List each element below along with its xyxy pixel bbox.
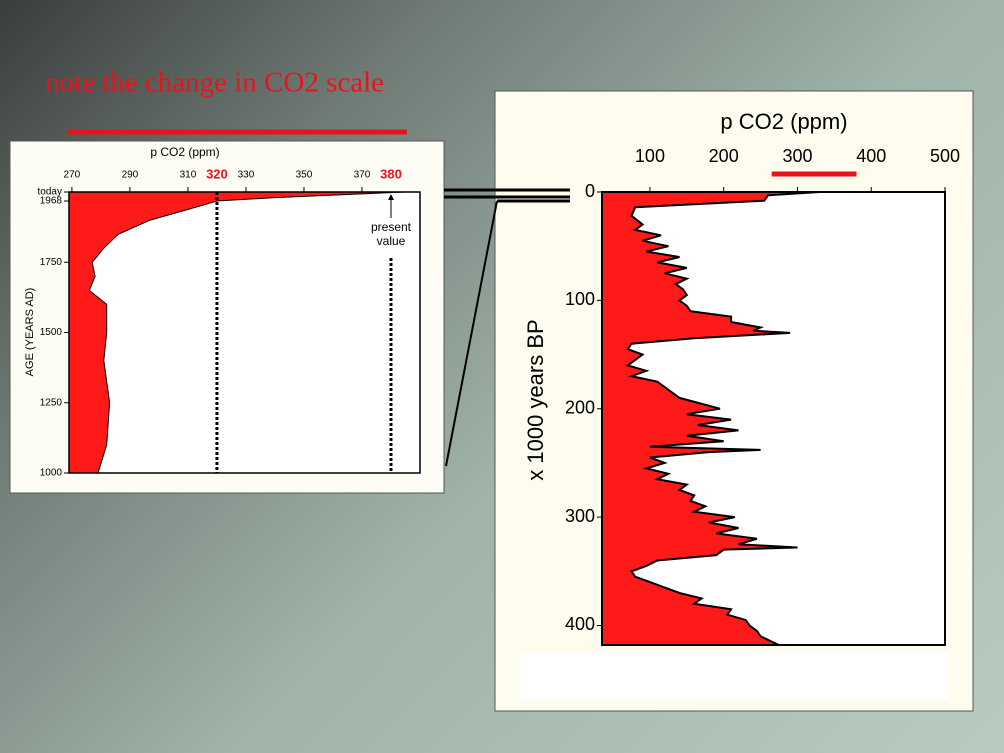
plot-area <box>69 192 420 473</box>
y-tick-label: 1250 <box>40 397 63 408</box>
x-tick-label: 100 <box>635 146 665 166</box>
blank-box <box>520 652 948 700</box>
y-tick-label: 200 <box>565 397 595 417</box>
highlight-label: 320 <box>206 166 228 181</box>
area-fill <box>602 192 820 645</box>
annotation: present <box>371 220 412 234</box>
y-tick-label: 1500 <box>40 327 63 338</box>
axis-title: p CO2 (ppm) <box>150 145 219 159</box>
highlight-label: 380 <box>380 166 402 181</box>
x-tick-label: 370 <box>354 170 371 181</box>
annotation: value <box>377 234 406 248</box>
y-tick-label: 100 <box>565 289 595 309</box>
y-axis-label: x 1000 years BP <box>523 319 548 480</box>
y-tick-label: today <box>38 187 62 198</box>
y-tick-label: 1750 <box>40 257 63 268</box>
y-tick-label: 0 <box>585 181 595 201</box>
y-axis-label: AGE (YEARS AD) <box>24 288 36 377</box>
x-tick-label: 270 <box>64 170 81 181</box>
x-tick-label: 330 <box>238 170 255 181</box>
area-outline <box>88 191 406 474</box>
x-tick-label: 290 <box>122 170 139 181</box>
x-tick-label: 200 <box>709 146 739 166</box>
plot-frame <box>601 191 946 646</box>
axis-title: p CO2 (ppm) <box>720 109 847 134</box>
slide-title: note the change in CO2 scale <box>45 67 384 99</box>
connector <box>445 200 498 467</box>
arrow-head <box>387 194 394 200</box>
y-tick-label: 1000 <box>40 468 63 479</box>
y-tick-label: 400 <box>565 614 595 634</box>
x-tick-label: 400 <box>856 146 886 166</box>
y-tick-label: 300 <box>565 506 595 526</box>
x-tick-label: 500 <box>930 146 960 166</box>
x-tick-label: 310 <box>180 170 197 181</box>
x-tick-label: 350 <box>296 170 313 181</box>
area-fill <box>69 192 406 473</box>
y-tick-label: 1968 <box>40 196 63 207</box>
x-tick-label: 300 <box>782 146 812 166</box>
area-outline <box>625 191 820 646</box>
